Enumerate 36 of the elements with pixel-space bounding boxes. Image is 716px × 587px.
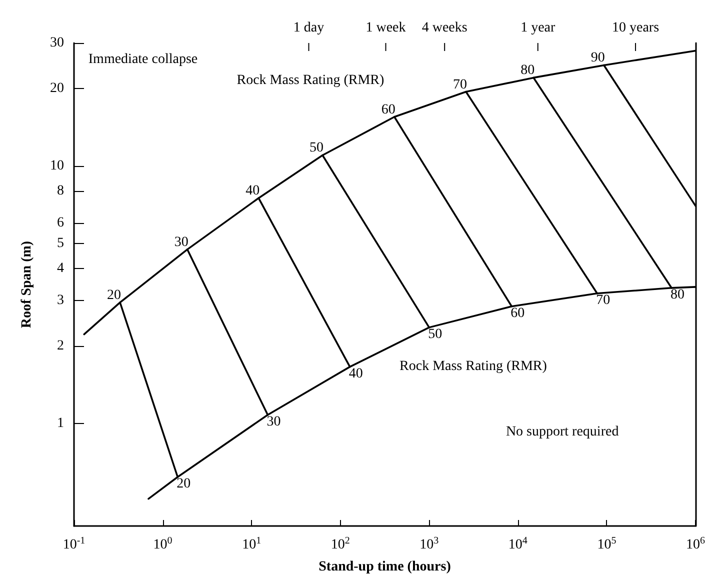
y-axis-title: Roof Span (m) bbox=[20, 240, 34, 328]
text: 1 day bbox=[293, 20, 324, 36]
y-tick-label: 30 bbox=[50, 36, 64, 50]
text: 10 years bbox=[612, 20, 660, 36]
annotation: 70 bbox=[452, 77, 467, 92]
annotation: 90 bbox=[590, 50, 605, 66]
y-tick-label: 1 bbox=[57, 416, 64, 431]
annotation: 40 bbox=[246, 184, 260, 199]
y-tick-label: 5 bbox=[57, 236, 64, 251]
annotation: 20 bbox=[176, 476, 191, 492]
y-tick-label: 3 bbox=[57, 293, 64, 308]
annotation: 30 bbox=[174, 234, 188, 250]
annotation: Immediate collapse bbox=[88, 52, 198, 67]
annotation: 80 bbox=[670, 287, 685, 302]
annotation: 60 bbox=[510, 306, 525, 321]
annotation: 80 bbox=[520, 63, 535, 78]
annotation: No support required bbox=[506, 424, 619, 440]
y-tick-label: 8 bbox=[57, 183, 64, 198]
y-tick-label: 4 bbox=[57, 260, 64, 276]
text: 1 year bbox=[520, 20, 556, 36]
annotation: 60 bbox=[381, 102, 396, 118]
y-tick-label: 20 bbox=[50, 80, 64, 96]
text: 1 week bbox=[366, 20, 406, 36]
annotation: 70 bbox=[596, 292, 610, 308]
y-tick-label: 10 bbox=[50, 158, 64, 174]
annotation: Rock Mass Rating (RMR) bbox=[236, 73, 384, 88]
y-tick-label: 2 bbox=[57, 338, 64, 354]
text: 4 weeks bbox=[422, 20, 468, 36]
x-axis-title: Stand-up time (hours) bbox=[318, 560, 452, 574]
annotation: 50 bbox=[428, 326, 442, 342]
annotation: 50 bbox=[310, 140, 324, 156]
annotation: 30 bbox=[266, 414, 281, 430]
annotation: 40 bbox=[348, 366, 363, 382]
y-tick-label: 6 bbox=[57, 216, 64, 231]
annotation: Rock Mass Rating (RMR) bbox=[400, 359, 548, 374]
annotation: 20 bbox=[107, 288, 122, 303]
